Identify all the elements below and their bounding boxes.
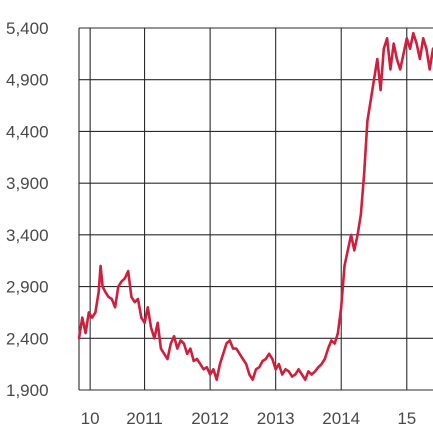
series-line — [77, 31, 433, 382]
x-tick-label: 15 — [397, 409, 416, 428]
x-tick-label: 2014 — [322, 409, 360, 428]
y-tick-label: 3,900 — [6, 174, 49, 193]
grid-layer — [78, 27, 433, 391]
y-tick-label: 2,900 — [6, 278, 49, 297]
x-tick-label: 2012 — [191, 409, 229, 428]
series-layer — [77, 31, 433, 382]
x-axis-ticks: 10 2011 2012 2013 2014 15 — [81, 409, 417, 428]
y-tick-label: 5,400 — [6, 19, 49, 38]
y-tick-label: 2,400 — [6, 329, 49, 348]
y-tick-label: 1,900 — [6, 381, 49, 400]
x-tick-label: 10 — [81, 409, 100, 428]
x-tick-label: 2013 — [257, 409, 295, 428]
y-tick-label: 4,900 — [6, 71, 49, 90]
y-tick-label: 3,400 — [6, 226, 49, 245]
x-tick-label: 2011 — [126, 409, 163, 428]
y-tick-label: 4,400 — [6, 122, 49, 141]
y-axis-ticks: 5,400 4,900 4,400 3,900 3,400 2,900 2,400 1,900 — [6, 19, 49, 400]
